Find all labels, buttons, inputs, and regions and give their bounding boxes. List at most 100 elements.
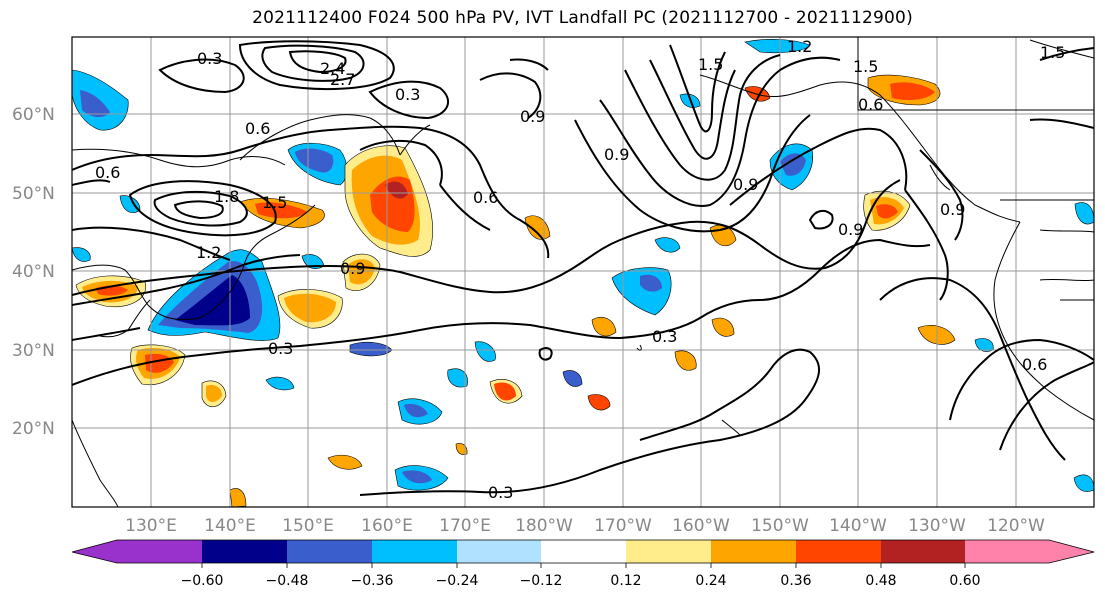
negative-pv-area [562,370,583,387]
map-title: 2021112400 F024 500 hPa PV, IVT Landfall… [252,8,913,28]
positive-pv-area [494,382,516,401]
colorbar-tick-label: 0.24 [695,573,726,589]
colorbar-segment [457,540,541,563]
contour-label: 1.2 [787,37,812,56]
contour-label: 0.9 [520,107,545,126]
negative-pv-area [654,237,681,253]
contour-label: 1.5 [698,55,723,74]
contour-label: 0.9 [838,220,863,239]
negative-pv-area [1074,202,1094,225]
colorbar-segment [711,540,796,563]
positive-pv-area [744,86,771,102]
colorbar-tick-label: −0.12 [520,573,563,589]
positive-pv-area [890,82,935,100]
negative-pv-area [402,470,432,484]
colorbar: −0.60 −0.48 −0.36 −0.24 −0.12 0.12 0.24 … [71,539,1095,589]
colorbar-segment [372,540,457,563]
lat-label: 30°N [12,341,55,361]
positive-pv-area [876,204,898,219]
colorbar-segment [202,540,287,563]
contour-label: 1.2 [196,243,221,262]
lon-label: 150°E [282,516,334,536]
negative-pv-area [474,341,496,362]
lat-label: 20°N [12,419,55,439]
negative-pv-area [404,404,428,418]
lon-label: 120°W [987,516,1045,536]
contour-label: 0.6 [245,119,270,138]
colorbar-tick-label: −0.36 [351,573,394,589]
negative-pv-area [447,368,468,388]
colorbar-tick-label: −0.48 [266,573,309,589]
colorbar-segment [881,540,965,563]
lat-label: 50°N [12,184,55,204]
lat-label: 40°N [12,262,55,282]
positive-pv-area [591,317,617,337]
colorbar-tick-label: 0.12 [610,573,641,589]
colorbar-tick-label: 0.48 [865,573,896,589]
contour-label: 1.5 [262,193,287,212]
lon-label: 130°W [908,516,966,536]
colorbar-segment [796,540,881,563]
contour-label: 0.9 [940,200,965,219]
contour-label: 0.3 [488,483,513,502]
negative-pv-area [265,376,295,391]
lat-label: 60°N [12,105,55,125]
colorbar-segment [287,540,372,563]
contour-label: 0.9 [733,175,758,194]
colorbar-tick-label: −0.24 [436,573,479,589]
pv-shading [72,39,1094,507]
negative-pv-area [175,275,250,326]
negative-pv-area [744,39,811,54]
colorbar-outline [71,539,1095,564]
lon-label: 170°E [439,516,491,536]
lon-label: 150°W [751,516,809,536]
positive-pv-area [455,443,468,455]
contour-label: 1.8 [214,187,239,206]
contour-label: 0.6 [1022,355,1047,374]
contour-label: 1.5 [853,57,878,76]
positive-pv-area [348,259,375,285]
contour-label: 0.6 [473,188,498,207]
contour-label: 2.4 [320,59,345,78]
contour-label: 1.5 [1040,43,1065,62]
lon-label: 160°E [361,516,413,536]
negative-pv-area [72,247,91,262]
contour-label: 0.3 [395,85,420,104]
contour-label: 0.9 [340,259,365,278]
colorbar-segment [72,540,117,563]
colorbar-tick-label: 0.36 [780,573,811,589]
positive-pv-area [711,317,735,337]
longitude-labels: 130°E 140°E 150°E 160°E 170°E 180°W 170°… [125,516,1045,536]
negative-pv-area [1073,474,1094,492]
colorbar-segment [541,540,626,563]
colorbar-segment [626,540,711,563]
lon-label: 180°W [515,516,573,536]
negative-pv-area [780,153,806,176]
negative-pv-area [295,148,334,173]
positive-pv-area [284,293,336,323]
negative-pv-area [119,195,141,213]
contour-label-group: 0.3 0.3 0.3 0.3 0.6 0.6 0.6 0.6 0.9 0.9 … [95,37,1065,502]
pv-contours [72,40,1094,496]
contour-label: 0.6 [858,95,883,114]
contour-label: 2.7 [330,70,355,89]
colorbar-segment [117,540,202,563]
positive-pv-area [587,394,611,411]
contour-label: 0.3 [652,327,677,346]
positive-pv-area [229,488,247,507]
colorbar-segment [1049,540,1094,563]
positive-pv-area [674,350,697,371]
positive-pv-area [206,385,222,402]
lon-label: 130°E [125,516,177,536]
negative-pv-area [72,69,129,131]
lon-label: 140°W [829,516,887,536]
lon-label: 170°W [594,516,652,536]
positive-pv-area [385,181,408,199]
colorbar-ticks [201,563,966,568]
contour-label: 0.9 [604,145,629,164]
negative-pv-area [80,90,110,118]
lon-label: 160°W [672,516,730,536]
colorbar-tick-label: −0.60 [181,573,224,589]
contour-label: 0.3 [197,49,222,68]
